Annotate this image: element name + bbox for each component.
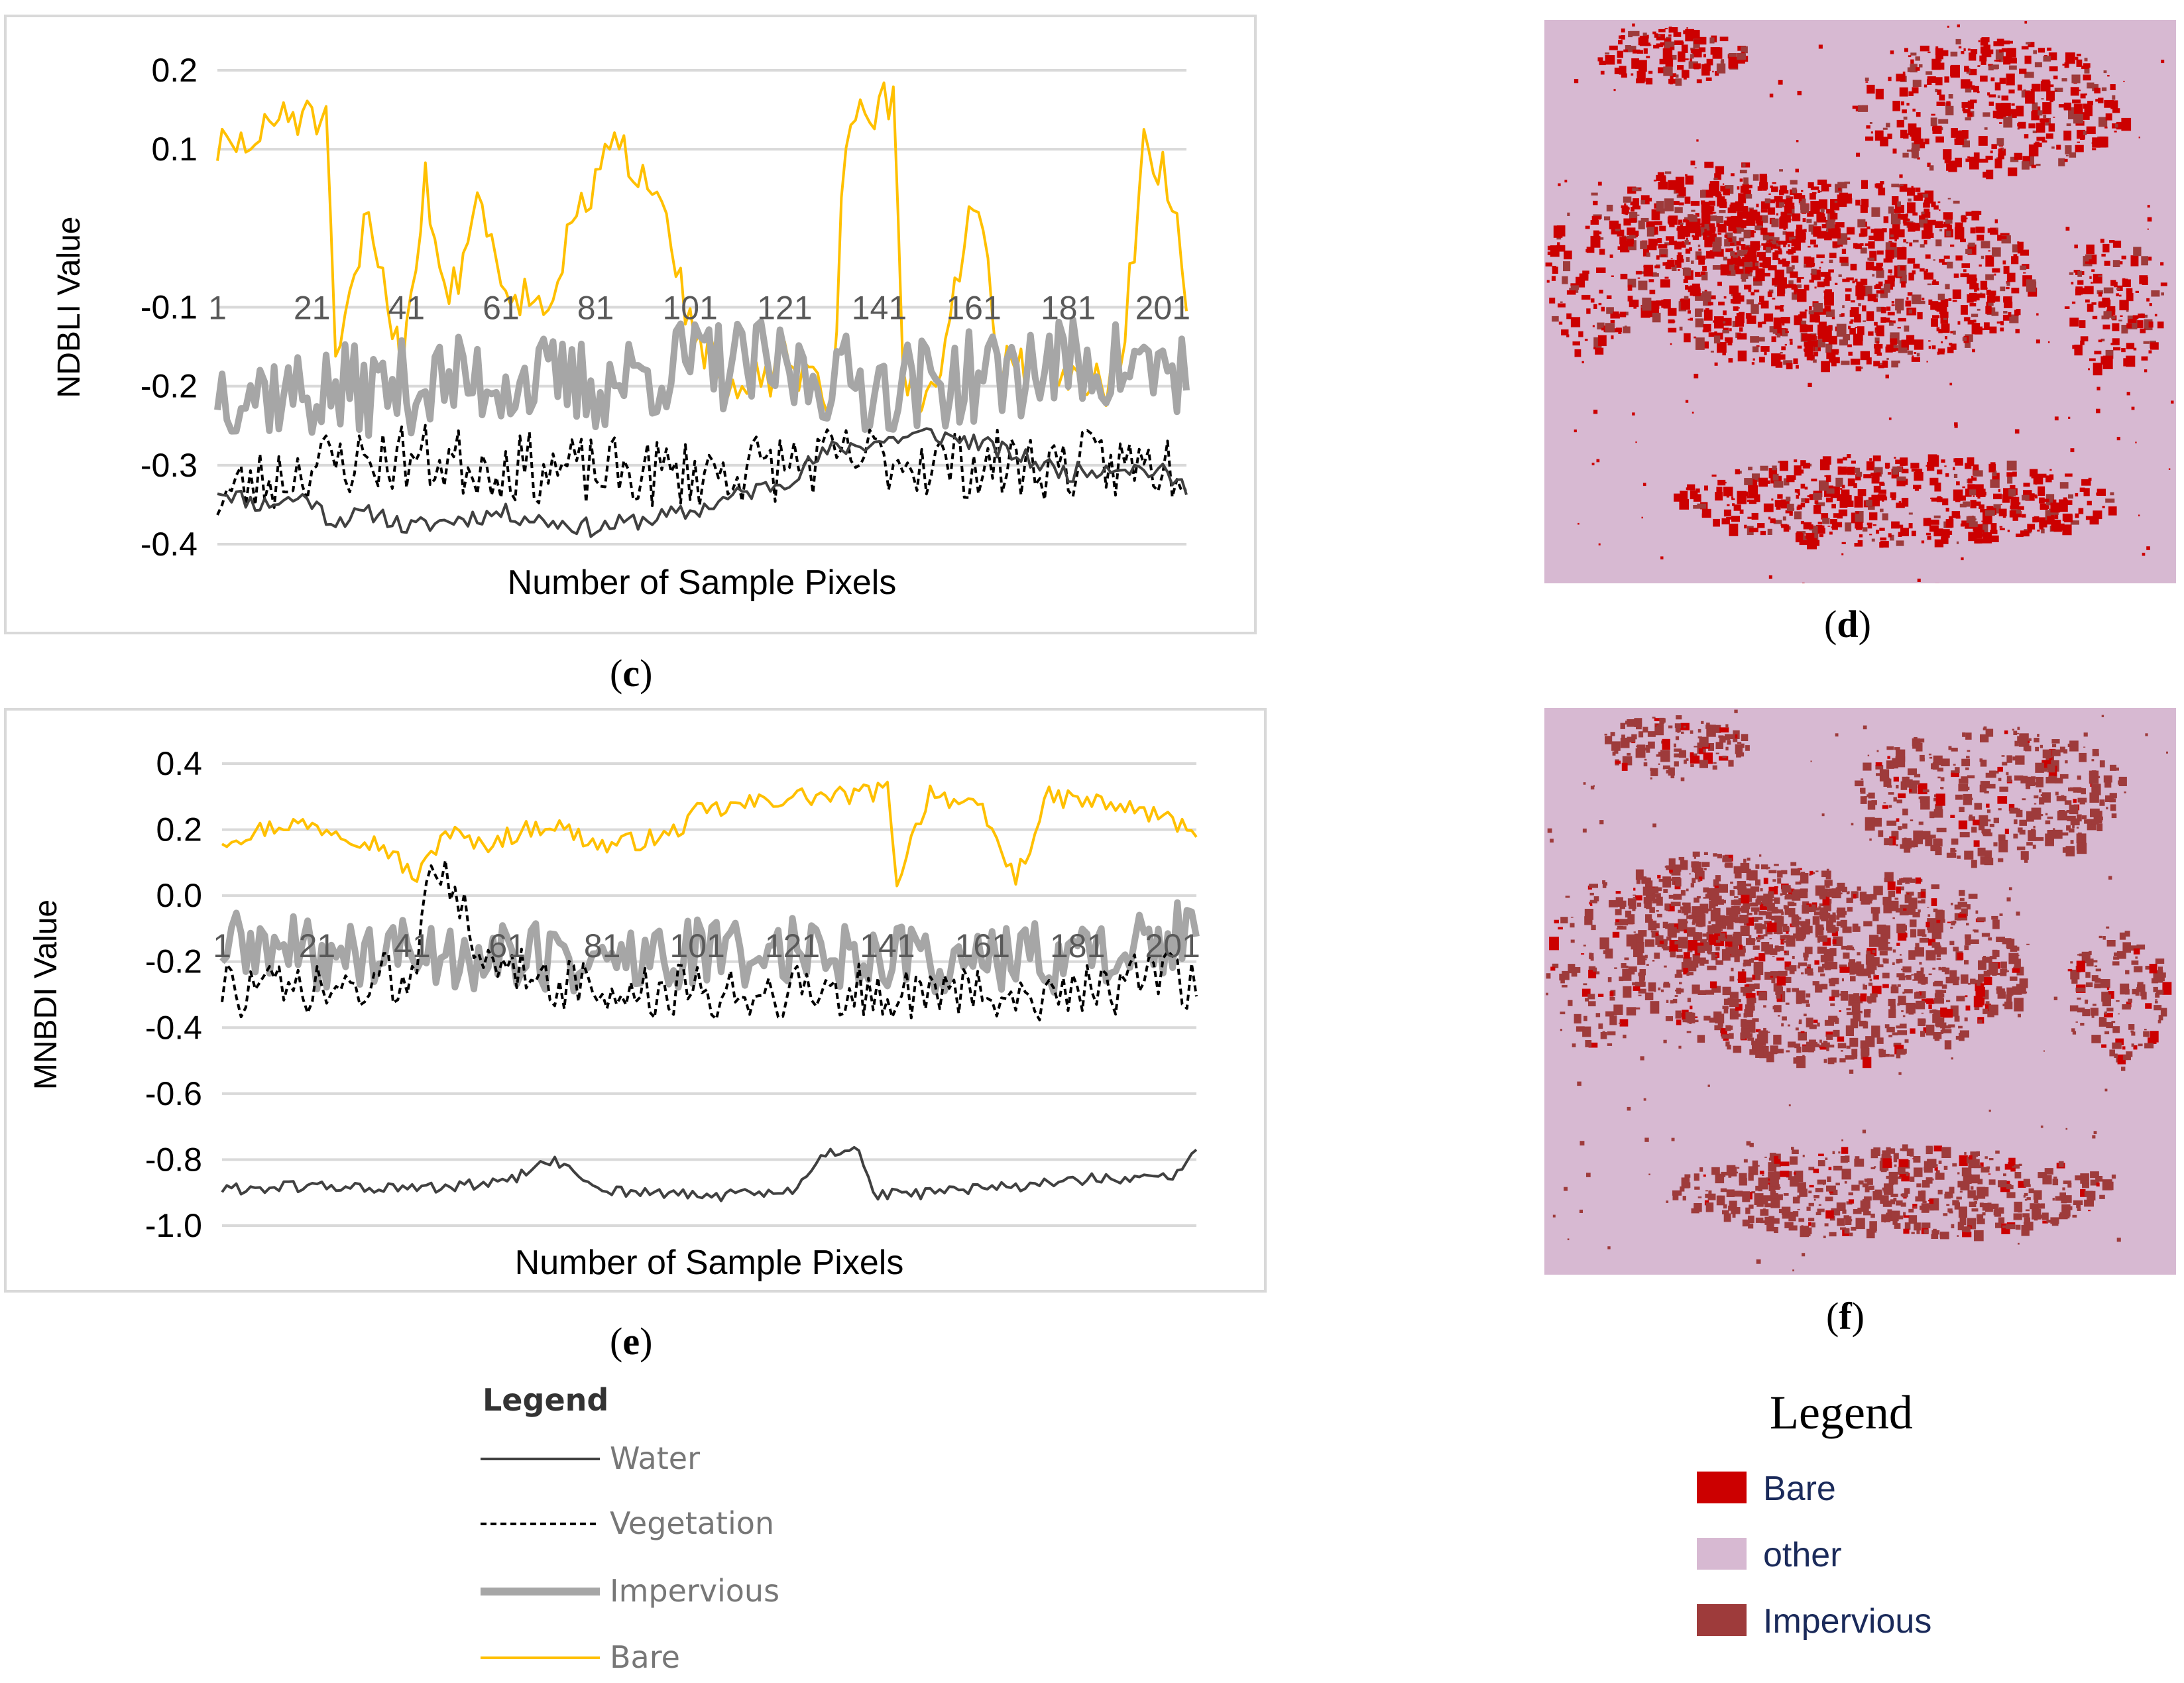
- map-legend-title: Legend: [1770, 1386, 1913, 1439]
- map-d-drawing: [1544, 20, 2176, 583]
- panel-label-e: (e): [610, 1320, 653, 1363]
- legend-swatch-impervious: [481, 1588, 600, 1596]
- y-tick-label: -0.1: [141, 289, 198, 326]
- map-legend-label-impervious: Impervious: [1763, 1602, 1932, 1641]
- y-tick-label: -0.4: [145, 1009, 202, 1046]
- x-tick-label: 1: [213, 927, 231, 964]
- chart-c-frame: 0.2 0.1 -0.1 -0.2 -0.3 -0.4 NDBLI Value Number …: [4, 15, 1257, 634]
- y-tick-label: 0.1: [151, 131, 198, 168]
- panel-label-c: (c): [610, 652, 653, 695]
- y-tick-label: -0.8: [145, 1141, 202, 1178]
- x-tick-label: 41: [394, 927, 431, 964]
- x-tick-label: 161: [955, 927, 1010, 964]
- x-tick-label: 121: [757, 290, 812, 327]
- x-tick-label: 161: [946, 290, 1001, 327]
- legend-swatch-vegetation: [481, 1523, 600, 1525]
- x-tick-label: 41: [388, 290, 425, 327]
- y-tick-label: -0.2: [141, 368, 198, 405]
- x-tick-label: 101: [662, 290, 717, 327]
- classification-map-d: [1544, 20, 2176, 583]
- chart-c-svg: 0.2 0.1 -0.1 -0.2 -0.3 -0.4 NDBLI Value Number …: [52, 52, 1190, 602]
- x-tick-label: 201: [1145, 927, 1200, 964]
- y-tick-label: 0.4: [156, 745, 202, 782]
- chart-legend-item-impervious: Impervious: [477, 1568, 875, 1614]
- x-tick-label: 181: [1050, 927, 1105, 964]
- map-legend-label-other: other: [1763, 1536, 1842, 1574]
- y-tick-label: 0.0: [156, 877, 202, 914]
- chart-legend: Legend Water Vegetation Impervious Bare: [477, 1375, 875, 1680]
- legend-swatch-bare: [481, 1656, 600, 1659]
- map-legend-item-impervious: Impervious: [1697, 1597, 2068, 1644]
- x-tick-label: 141: [860, 927, 915, 964]
- x-axis-label: Number of Sample Pixels: [515, 1244, 904, 1282]
- chart-legend-label-impervious: Impervious: [610, 1573, 780, 1609]
- map-legend-swatch-other: [1697, 1538, 1747, 1570]
- chart-legend-label-water: Water: [610, 1440, 700, 1476]
- x-tick-label: 101: [669, 927, 724, 964]
- map-legend-label-bare: Bare: [1763, 1470, 1836, 1508]
- panel-label-d: (d): [1824, 603, 1871, 646]
- x-tick-label: 61: [483, 290, 520, 327]
- chart-legend-label-vegetation: Vegetation: [610, 1505, 775, 1541]
- chart-e-frame: 0.4 0.2 0.0 -0.2 -0.4 -0.6 -0.8 -1.0 MNBDI Value…: [4, 708, 1267, 1293]
- y-tick-label: -0.4: [141, 526, 198, 563]
- chart-legend-item-water: Water: [477, 1435, 875, 1481]
- classification-map-f: [1544, 708, 2176, 1275]
- x-axis-label: Number of Sample Pixels: [508, 563, 897, 602]
- x-tick-label: 181: [1041, 290, 1096, 327]
- x-tick-label: 61: [489, 927, 526, 964]
- series-line-impervious: [214, 316, 1190, 439]
- y-tick-label: -0.3: [141, 447, 198, 484]
- series-line-water: [221, 1145, 1198, 1202]
- series-line-bare: [221, 780, 1198, 888]
- map-legend: Legend Bare other Impervious: [1697, 1385, 2068, 1677]
- series-line-water: [217, 427, 1188, 538]
- x-tick-label: 21: [294, 290, 331, 327]
- x-tick-label: 21: [299, 927, 336, 964]
- map-legend-item-other: other: [1697, 1531, 2068, 1578]
- chart-e-svg: 0.4 0.2 0.0 -0.2 -0.4 -0.6 -0.8 -1.0 MNBDI Value…: [29, 745, 1200, 1282]
- map-f-drawing: [1544, 708, 2176, 1275]
- legend-swatch-water: [481, 1458, 600, 1460]
- series-line-vegetation: [216, 424, 1187, 516]
- x-tick-label: 81: [577, 290, 614, 327]
- x-tick-label: 141: [852, 290, 907, 327]
- series-line-vegetation: [221, 858, 1198, 1021]
- chart-legend-label-bare: Bare: [610, 1639, 680, 1675]
- y-axis-label: MNBDI Value: [29, 900, 64, 1090]
- y-tick-label: -0.6: [145, 1075, 202, 1112]
- y-tick-label: -0.2: [145, 943, 202, 980]
- y-tick-label: -1.0: [145, 1207, 202, 1244]
- y-axis-label: NDBLI Value: [52, 217, 87, 398]
- y-tick-label: 0.2: [151, 52, 198, 89]
- y-tick-label: 0.2: [156, 811, 202, 848]
- series-line-impervious: [219, 899, 1200, 996]
- map-legend-swatch-bare: [1697, 1472, 1747, 1503]
- chart-legend-item-bare: Bare: [477, 1634, 875, 1680]
- panel-label-f: (f): [1826, 1295, 1865, 1338]
- x-tick-label: 201: [1135, 290, 1190, 327]
- x-tick-label: 1: [208, 290, 227, 327]
- chart-legend-title: Legend: [483, 1382, 609, 1418]
- chart-legend-item-vegetation: Vegetation: [477, 1500, 875, 1546]
- map-legend-swatch-impervious: [1697, 1604, 1747, 1636]
- x-tick-label: 121: [765, 927, 820, 964]
- map-legend-item-bare: Bare: [1697, 1465, 2068, 1511]
- x-tick-label: 81: [584, 927, 621, 964]
